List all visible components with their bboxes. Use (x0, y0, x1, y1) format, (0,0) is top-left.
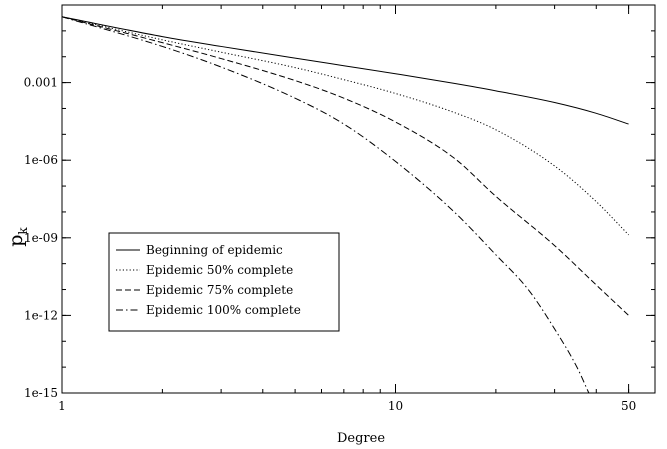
legend-box (108, 232, 340, 332)
y-tick-label: 1e-12 (24, 308, 58, 322)
series-line-1 (61, 16, 629, 125)
legend-label: Epidemic 50% complete (146, 263, 293, 277)
plot-axes: 1e-15 1e-12 1e-09 1e-06 0.001 1 10 50 (24, 4, 656, 413)
x-tick-label: 1 (58, 399, 66, 413)
y-tick-label: 0.001 (24, 76, 58, 90)
plot-series (61, 16, 629, 394)
series-line-4 (61, 16, 590, 394)
series-line-3 (61, 16, 629, 316)
series-line-2 (61, 16, 629, 236)
y-tick-label: 1e-15 (24, 386, 58, 400)
plot-frame (61, 4, 656, 394)
x-axis-label: Degree (337, 431, 385, 446)
x-tick-label: 10 (388, 399, 403, 413)
y-tick-label: 1e-06 (24, 153, 58, 167)
y-axis-label: pk (5, 227, 30, 247)
legend-label: Beginning of epidemic (146, 243, 283, 257)
x-tick-label: 50 (621, 399, 636, 413)
legend-label: Epidemic 75% complete (146, 283, 293, 297)
y-tick-label: 1e-09 (24, 231, 58, 245)
legend: Beginning of epidemic Epidemic 50% comple… (108, 232, 340, 332)
legend-label: Epidemic 100% complete (146, 303, 301, 317)
